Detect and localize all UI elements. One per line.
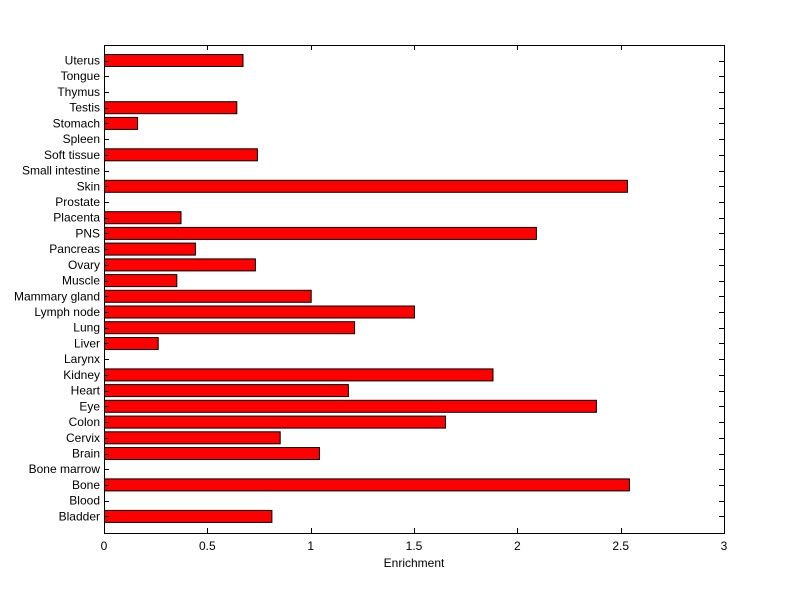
category-label: Lymph node (34, 305, 100, 319)
bar-muscle (104, 274, 178, 288)
bar-bladder (104, 509, 273, 523)
category-label: Cervix (66, 431, 100, 445)
category-label: Thymus (57, 85, 100, 99)
bar-colon (104, 415, 446, 429)
bar-bone (104, 478, 630, 492)
category-label: Eye (79, 399, 100, 413)
category-label: Prostate (55, 195, 100, 209)
category-label: Kidney (63, 368, 100, 382)
x-tick-label: 2.5 (612, 539, 629, 553)
bar-soft-tissue (104, 148, 258, 162)
category-label: Muscle (62, 274, 100, 288)
x-tick-label: 3 (721, 539, 728, 553)
category-label: Bone marrow (29, 462, 101, 476)
category-label: Liver (74, 336, 100, 350)
x-tick-label: 0.5 (199, 539, 216, 553)
bar-uterus (104, 54, 244, 67)
bar-stomach (104, 116, 139, 130)
x-tick-label: 0 (101, 539, 108, 553)
category-label: Skin (77, 179, 100, 193)
x-axis-label: Enrichment (384, 556, 445, 570)
bar-eye (104, 399, 597, 413)
category-label: Ovary (68, 258, 100, 272)
category-label: Bone (72, 478, 100, 492)
category-label: Mammary gland (14, 289, 100, 303)
category-label: Brain (72, 447, 100, 461)
category-label: PNS (75, 226, 100, 240)
bar-pns (104, 226, 537, 240)
bar-kidney (104, 368, 494, 382)
category-label: Placenta (53, 211, 100, 225)
bars-group (104, 54, 630, 523)
bar-liver (104, 337, 159, 350)
category-label: Colon (69, 415, 100, 429)
bar-skin (104, 179, 628, 193)
x-tick-label: 1 (307, 539, 314, 553)
category-label: Spleen (63, 132, 100, 146)
category-label: Stomach (53, 116, 100, 130)
category-label: Tongue (61, 69, 101, 83)
ticks-group (104, 45, 725, 533)
category-label: Testis (69, 101, 100, 115)
bar-brain (104, 447, 320, 460)
category-label: Blood (69, 494, 100, 508)
bar-placenta (104, 211, 182, 225)
category-label: Uterus (65, 54, 100, 68)
bar-ovary (104, 258, 256, 272)
axes-frame (104, 45, 725, 534)
x-tick-label: 1.5 (406, 539, 423, 553)
category-label: Larynx (64, 352, 100, 366)
x-tick-labels: 0 0.5 1 1.5 2 2.5 3 (101, 539, 728, 553)
bar-lung (104, 321, 356, 335)
x-tick-label: 2 (514, 539, 521, 553)
category-label: Pancreas (49, 242, 100, 256)
bar-heart (104, 384, 349, 398)
bar-cervix (104, 431, 281, 445)
category-label: Small intestine (22, 164, 100, 178)
bar-pancreas (104, 242, 196, 256)
bar-lymph-node (104, 305, 415, 319)
category-label: Bladder (59, 509, 100, 523)
bar-mammary-gland (104, 289, 312, 303)
category-label: Heart (71, 384, 101, 398)
category-label: Lung (73, 321, 100, 335)
bar-testis (104, 101, 238, 115)
category-label: Soft tissue (44, 148, 100, 162)
